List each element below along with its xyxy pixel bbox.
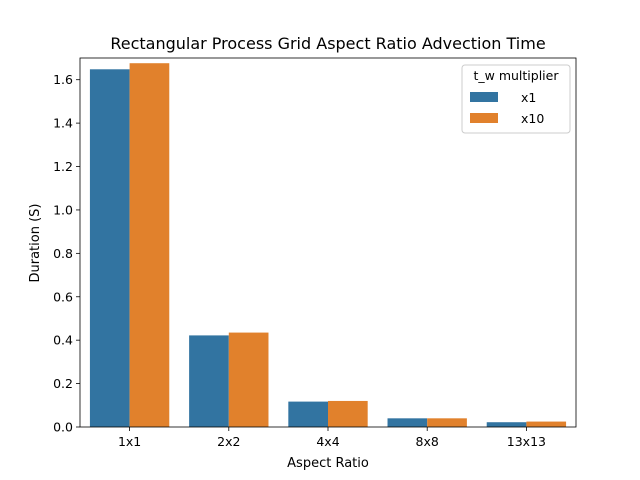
y-tick-label: 0.4 — [53, 333, 73, 348]
y-axis-label: Duration (S) — [28, 204, 43, 283]
y-tick-label: 0.8 — [53, 246, 73, 261]
x-tick-label: 13x13 — [507, 434, 546, 449]
bars-group — [89, 63, 567, 428]
legend-swatch-x10 — [470, 113, 498, 123]
bar-x10-4x4 — [328, 400, 368, 427]
y-tick-label: 1.6 — [53, 72, 73, 87]
y-axis: 0.0 0.2 0.4 0.6 0.8 1.0 1.2 1.4 1.6 — [53, 72, 80, 435]
y-tick-label: 1.2 — [53, 159, 73, 174]
bar-x1-13x13 — [486, 422, 527, 427]
x-axis-label: Aspect Ratio — [287, 456, 369, 471]
bar-x10-1x1 — [129, 63, 170, 428]
bar-x1-4x4 — [288, 401, 328, 427]
legend-label-x1: x1 — [521, 90, 536, 105]
y-tick-label: 0.2 — [53, 376, 73, 391]
bar-x10-8x8 — [427, 418, 467, 427]
legend: t_w multiplier x1 x10 — [461, 64, 571, 134]
x-tick-label: 4x4 — [316, 434, 339, 449]
x-tick-label: 1x1 — [118, 434, 141, 449]
x-axis: 1x1 2x2 4x4 8x8 13x13 — [118, 427, 546, 449]
x-tick-label: 2x2 — [217, 434, 240, 449]
x-tick-label: 8x8 — [416, 434, 439, 449]
bar-x1-1x1 — [89, 69, 130, 427]
bar-x10-2x2 — [228, 332, 269, 427]
y-tick-label: 0.0 — [53, 420, 73, 435]
y-tick-label: 1.4 — [53, 116, 73, 131]
bar-x1-2x2 — [189, 335, 229, 427]
y-tick-label: 1.0 — [53, 202, 73, 217]
y-tick-label: 0.6 — [53, 289, 73, 304]
legend-swatch-x1 — [470, 92, 498, 102]
bar-x1-8x8 — [387, 418, 428, 427]
plot-frame — [79, 57, 577, 428]
legend-label-x10: x10 — [521, 111, 544, 126]
chart-title: Rectangular Process Grid Aspect Ratio Ad… — [110, 34, 545, 53]
legend-title: t_w multiplier — [473, 68, 559, 83]
bar-x10-13x13 — [526, 421, 567, 427]
